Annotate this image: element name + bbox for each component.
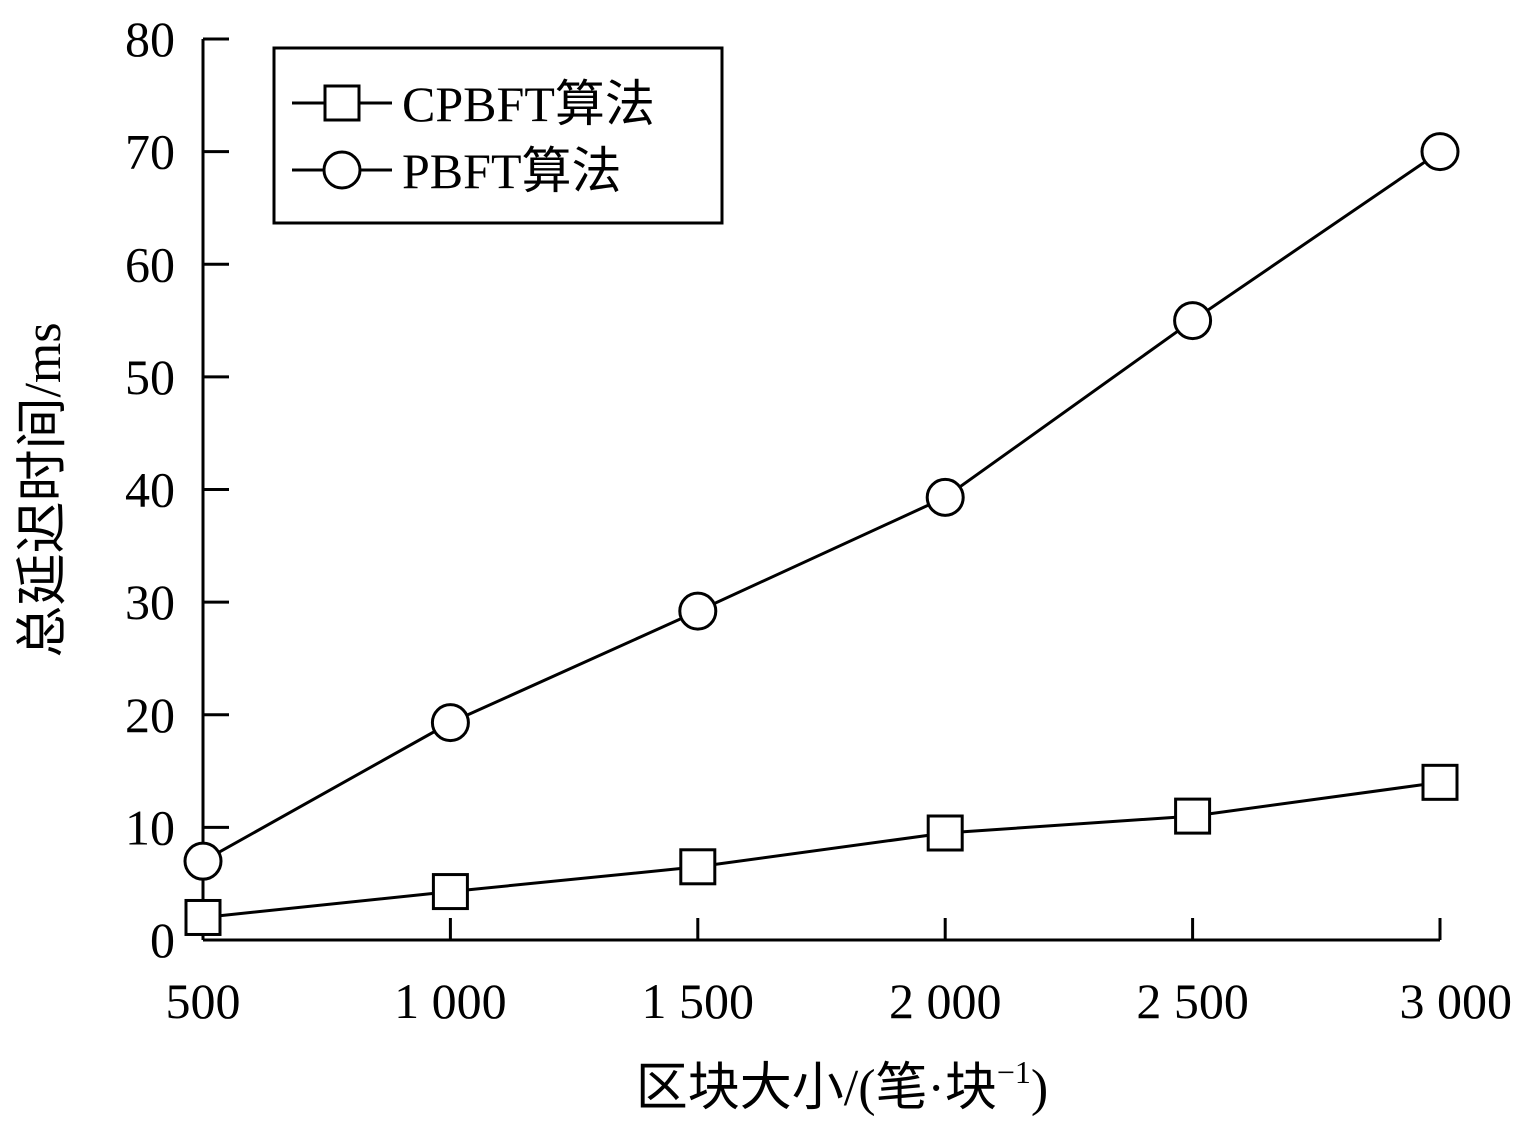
y-tick-label: 80	[125, 11, 175, 67]
data-point-circle	[925, 477, 965, 517]
data-point-square	[184, 898, 222, 936]
data-point-circle	[183, 841, 223, 881]
legend-label-cpbft: CPBFT算法	[402, 76, 655, 132]
series-layer	[183, 132, 1460, 936]
x-axis-title-sup: −1	[997, 1054, 1031, 1090]
legend-marker-circle	[322, 150, 362, 190]
x-tick-label: 2 000	[889, 973, 1002, 1029]
data-point-square	[1174, 797, 1212, 835]
data-point-circle	[678, 591, 718, 631]
y-tick-label: 60	[125, 236, 175, 292]
x-axis-title-main: 区块大小/(笔·块	[636, 1060, 997, 1117]
legend-label-pbft: PBFT算法	[402, 143, 622, 199]
y-tick-label: 20	[125, 687, 175, 743]
y-tick-label: 70	[125, 124, 175, 180]
x-tick-label: 1 000	[394, 973, 507, 1029]
y-tick-label: 0	[150, 912, 175, 968]
x-axis-ticks: 500 1 000 1 500 2 000 2 500 3 000	[166, 918, 1513, 1029]
legend-box	[272, 46, 724, 225]
legend-marker-square	[323, 84, 361, 122]
x-tick-label: 1 500	[642, 973, 755, 1029]
data-point-circle	[1420, 132, 1460, 172]
y-axis-ticks: 0 10 20 30 40 50 60 70 80	[125, 11, 229, 968]
data-point-square	[431, 873, 469, 911]
data-point-circle	[1173, 301, 1213, 341]
y-tick-label: 40	[125, 462, 175, 518]
data-point-square	[1421, 763, 1459, 801]
y-tick-label: 30	[125, 574, 175, 630]
x-tick-label: 2 500	[1136, 973, 1249, 1029]
data-point-circle	[430, 703, 470, 743]
x-tick-label: 500	[166, 973, 241, 1029]
y-tick-label: 10	[125, 799, 175, 855]
data-point-square	[926, 814, 964, 852]
legend: CPBFT算法 PBFT算法	[272, 46, 724, 225]
y-axis-title: 总延迟时间/ms	[15, 322, 72, 657]
series-line-0	[202, 780, 1441, 919]
x-axis-title: 区块大小/(笔·块−1)	[636, 1054, 1048, 1117]
y-tick-label: 50	[125, 349, 175, 405]
x-tick-label: 3 000	[1400, 973, 1513, 1029]
series-line-1	[202, 150, 1441, 863]
data-point-square	[679, 848, 717, 886]
x-axis-title-end: )	[1031, 1060, 1048, 1117]
